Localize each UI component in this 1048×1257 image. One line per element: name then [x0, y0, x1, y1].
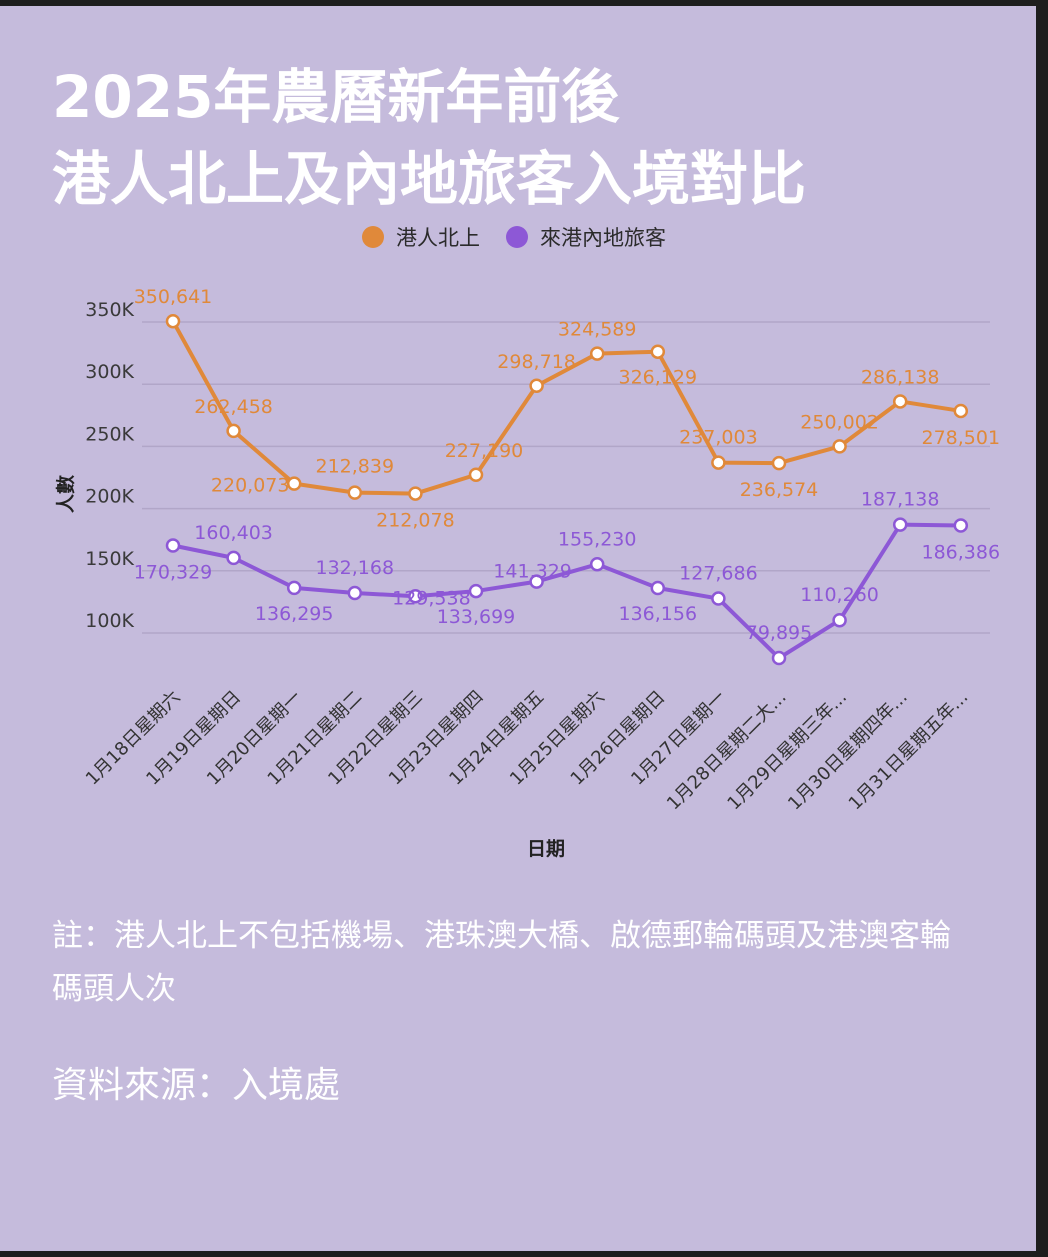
data-label: 278,501	[922, 427, 1001, 449]
legend: 港人北上 來港內地旅客	[362, 222, 692, 252]
y-tick-label: 100K	[85, 610, 134, 632]
data-label: 133,699	[437, 606, 516, 628]
data-label: 160,403	[194, 522, 273, 544]
data-point	[286, 580, 302, 596]
data-point	[529, 574, 544, 589]
footnote: 註：港人北上不包括機場、港珠澳大橋、啟德郵輪碼頭及港澳客輪碼頭人次	[52, 918, 951, 1007]
data-point	[953, 403, 969, 419]
data-point	[892, 394, 908, 409]
data-label: 220,073	[211, 475, 290, 497]
data-label: 250,002	[800, 411, 879, 433]
data-point	[286, 476, 302, 491]
data-point	[226, 550, 241, 566]
data-point	[953, 518, 969, 533]
infographic-card	[0, 6, 1036, 1251]
data-label: 155,230	[558, 528, 637, 550]
data-point	[347, 485, 363, 500]
data-label: 212,078	[376, 510, 455, 532]
y-tick-label: 250K	[85, 423, 134, 445]
data-label: 212,839	[316, 456, 395, 478]
data-point	[711, 455, 726, 470]
line-chart: 100K150K200K250K300K350K人數日期1月18日星期六1月19…	[55, 286, 1001, 860]
data-label: 298,718	[497, 351, 576, 373]
data-label: 132,168	[316, 557, 395, 579]
data-point	[165, 538, 181, 553]
data-point	[711, 591, 726, 606]
data-point	[529, 378, 544, 394]
data-point	[226, 423, 241, 439]
data-label: 227,190	[445, 440, 524, 462]
data-label: 326,129	[619, 367, 698, 389]
data-point	[832, 612, 847, 628]
data-label: 110,260	[800, 584, 879, 606]
data-point	[589, 557, 605, 572]
data-label: 324,589	[558, 319, 637, 341]
data-label: 187,138	[861, 489, 940, 511]
data-point	[771, 650, 787, 666]
data-label: 262,458	[194, 396, 273, 418]
data-label: 136,295	[255, 603, 334, 625]
series-line-1	[171, 319, 963, 496]
y-tick-label: 300K	[85, 361, 134, 383]
legend-swatch-series-2	[506, 226, 528, 248]
data-point	[589, 346, 605, 361]
data-label: 136,156	[619, 603, 698, 625]
data-label: 286,138	[861, 366, 940, 388]
data-point	[892, 517, 908, 532]
data-label: 350,641	[134, 286, 213, 308]
data-point	[832, 439, 847, 454]
legend-label-series-1: 港人北上	[396, 226, 480, 250]
data-label: 79,895	[746, 622, 812, 644]
legend-item-series-1: 港人北上	[362, 222, 480, 252]
title-line-2: 港人北上及內地旅客入境對比	[52, 145, 807, 213]
data-point	[347, 585, 363, 601]
data-label: 127,686	[679, 563, 758, 585]
title-line-1: 2025年農曆新年前後	[52, 63, 620, 131]
y-tick-label: 200K	[85, 486, 134, 508]
data-label: 186,386	[922, 542, 1001, 564]
y-axis-title: 人數	[55, 475, 77, 513]
data-label: 236,574	[740, 479, 819, 501]
data-label: 141,329	[493, 561, 572, 583]
data-label: 129,538	[392, 587, 471, 609]
data-point	[468, 583, 484, 599]
data-point	[650, 344, 666, 359]
series-line-2	[171, 522, 963, 661]
data-label: 237,003	[679, 427, 758, 449]
data-point	[408, 589, 423, 604]
data-point	[468, 467, 484, 483]
data-source: 資料來源：入境處	[52, 1065, 341, 1106]
data-point	[165, 313, 181, 329]
chart-title: 2025年農曆新年前後 港人北上及內地旅客入境對比	[52, 56, 806, 220]
y-tick-label: 150K	[85, 548, 134, 570]
legend-swatch-series-1	[362, 226, 384, 248]
data-point	[771, 455, 787, 471]
legend-label-series-2: 來港內地旅客	[540, 226, 666, 250]
y-tick-label: 350K	[85, 299, 134, 321]
x-axis-title: 日期	[527, 838, 565, 860]
legend-item-series-2: 來港內地旅客	[506, 222, 666, 252]
data-label: 170,329	[134, 562, 213, 584]
x-tick-label: 1月31日星期五年...	[845, 687, 973, 815]
data-point	[650, 580, 666, 596]
data-point	[408, 486, 423, 501]
